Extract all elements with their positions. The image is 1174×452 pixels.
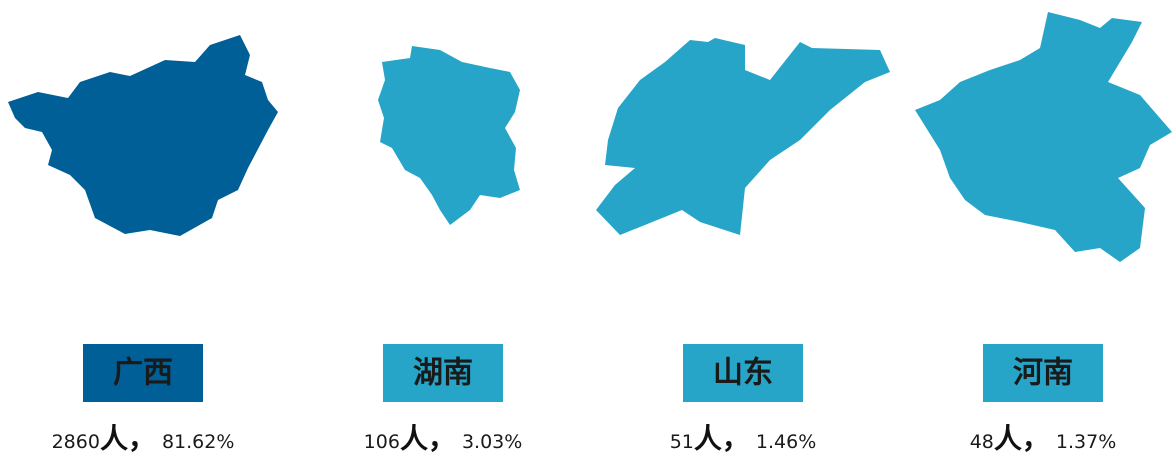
map-shape <box>596 38 890 235</box>
label-box <box>383 344 503 402</box>
percent: 81.62% <box>162 431 234 452</box>
count: 106 <box>364 431 400 452</box>
count: 48 <box>970 431 994 452</box>
unit: 人， <box>400 422 456 452</box>
province-name: 广西 <box>113 356 173 391</box>
stat-line: 48人， 1.37% <box>970 422 1117 452</box>
unit: 人， <box>100 422 156 452</box>
stat-line: 2860人， 81.62% <box>52 422 235 452</box>
count: 51 <box>670 431 694 452</box>
unit: 人， <box>994 422 1050 452</box>
stat-line: 106人， 3.03% <box>364 422 523 452</box>
percent: 1.37% <box>1056 431 1116 452</box>
unit: 人， <box>694 422 750 452</box>
stat-line: 51人， 1.46% <box>670 422 817 452</box>
label-box <box>683 344 803 402</box>
percent: 3.03% <box>462 431 522 452</box>
map-shape <box>378 46 520 225</box>
count: 2860 <box>52 431 100 452</box>
label-box <box>83 344 203 402</box>
province-name: 湖南 <box>413 356 473 391</box>
label-box <box>983 344 1103 402</box>
percent: 1.46% <box>756 431 816 452</box>
province-name: 山东 <box>713 356 773 391</box>
map-shape <box>915 12 1172 262</box>
map-shape <box>8 35 278 236</box>
province-name: 河南 <box>1013 356 1073 391</box>
